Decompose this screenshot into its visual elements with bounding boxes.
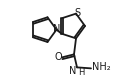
Text: H: H [78,68,85,77]
Text: N: N [69,66,76,76]
Text: N: N [53,24,61,34]
Text: O: O [55,52,62,62]
Text: S: S [74,8,80,18]
Text: NH₂: NH₂ [92,62,110,72]
